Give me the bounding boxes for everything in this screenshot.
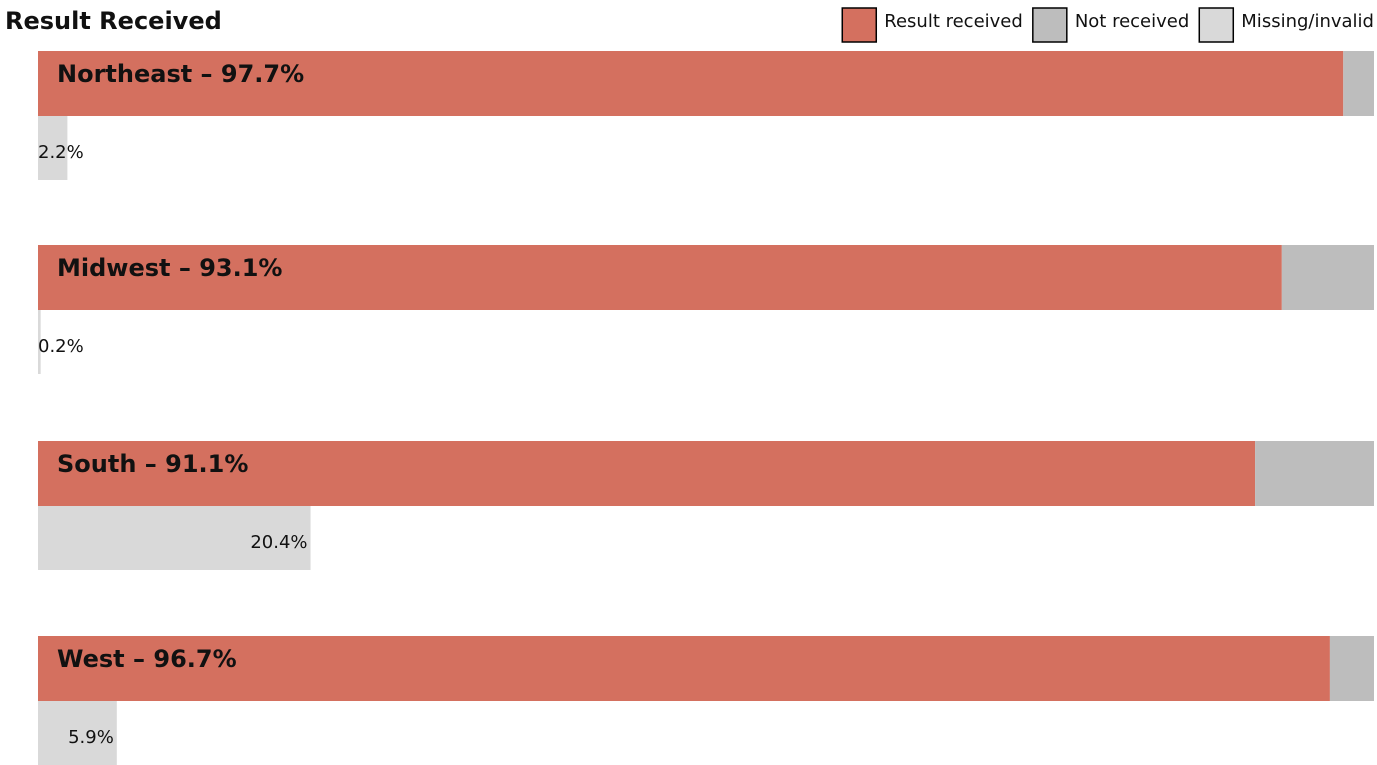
missing-bar: [38, 116, 68, 180]
legend-label: Result received: [884, 11, 1023, 32]
missing-label: 2.2%: [38, 142, 84, 163]
legend-label: Missing/invalid: [1241, 11, 1374, 32]
legend-label: Not received: [1075, 11, 1189, 32]
bar-segment: [1343, 51, 1374, 116]
legend-swatch: [841, 7, 878, 43]
bar-label: South – 91.1%: [57, 450, 248, 478]
bar-segment: [38, 245, 1282, 310]
missing-bar: [38, 506, 311, 570]
missing-label: 5.9%: [68, 727, 114, 748]
bar-label: Northeast – 97.7%: [57, 60, 304, 88]
bar-segment: [38, 636, 1330, 701]
bar-segment: [1329, 636, 1374, 701]
bar-label: West – 96.7%: [57, 645, 237, 673]
bar-segment: [38, 51, 1344, 116]
chart-title: Result Received: [5, 7, 222, 35]
missing-bar: [38, 701, 117, 765]
bar-segment: [1255, 441, 1374, 506]
missing-label: 20.4%: [250, 532, 307, 553]
bar-segment: [38, 441, 1256, 506]
bar-label: Midwest – 93.1%: [57, 254, 282, 282]
legend-swatch: [1032, 7, 1068, 43]
missing-label: 0.2%: [38, 336, 84, 357]
bar-segment: [1281, 245, 1374, 310]
legend-swatch: [1198, 7, 1235, 43]
missing-bar: [38, 310, 41, 374]
